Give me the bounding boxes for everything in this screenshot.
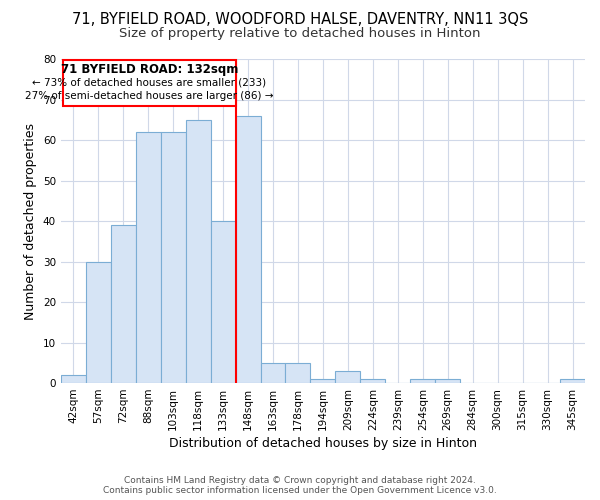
Bar bbox=[161, 132, 185, 383]
Bar bbox=[435, 379, 460, 383]
Bar bbox=[260, 363, 286, 383]
Bar bbox=[136, 132, 161, 383]
Bar bbox=[86, 262, 111, 383]
Text: 71, BYFIELD ROAD, WOODFORD HALSE, DAVENTRY, NN11 3QS: 71, BYFIELD ROAD, WOODFORD HALSE, DAVENT… bbox=[72, 12, 528, 28]
X-axis label: Distribution of detached houses by size in Hinton: Distribution of detached houses by size … bbox=[169, 437, 477, 450]
Bar bbox=[560, 379, 585, 383]
Bar bbox=[310, 379, 335, 383]
Bar bbox=[236, 116, 260, 383]
Text: ← 73% of detached houses are smaller (233): ← 73% of detached houses are smaller (23… bbox=[32, 78, 266, 88]
Text: 71 BYFIELD ROAD: 132sqm: 71 BYFIELD ROAD: 132sqm bbox=[61, 64, 238, 76]
Text: Contains HM Land Registry data © Crown copyright and database right 2024.: Contains HM Land Registry data © Crown c… bbox=[124, 476, 476, 485]
Bar bbox=[361, 379, 385, 383]
Bar bbox=[211, 221, 236, 383]
Text: 27% of semi-detached houses are larger (86) →: 27% of semi-detached houses are larger (… bbox=[25, 90, 274, 101]
Bar bbox=[410, 379, 435, 383]
Y-axis label: Number of detached properties: Number of detached properties bbox=[25, 122, 37, 320]
Bar bbox=[111, 225, 136, 383]
Bar bbox=[286, 363, 310, 383]
Text: Size of property relative to detached houses in Hinton: Size of property relative to detached ho… bbox=[119, 28, 481, 40]
Bar bbox=[185, 120, 211, 383]
Text: Contains public sector information licensed under the Open Government Licence v3: Contains public sector information licen… bbox=[103, 486, 497, 495]
FancyBboxPatch shape bbox=[63, 60, 236, 106]
Bar bbox=[61, 375, 86, 383]
Bar bbox=[335, 371, 361, 383]
